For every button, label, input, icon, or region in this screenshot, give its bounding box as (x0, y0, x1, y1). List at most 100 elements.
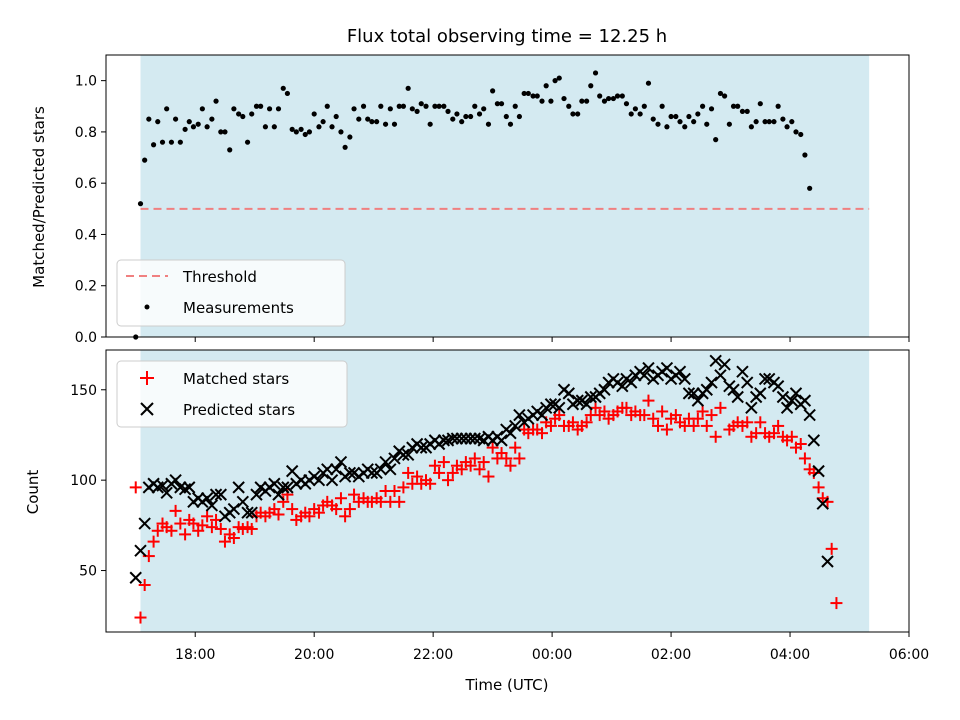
matched-star-point (393, 495, 406, 508)
measurement-point (735, 103, 741, 109)
measurement-point (739, 108, 746, 114)
measurement-point (186, 119, 192, 125)
predicted-star-point (325, 473, 339, 487)
matched-star-point (647, 412, 660, 425)
measurement-point (726, 121, 732, 127)
matched-star-point (129, 481, 142, 494)
y-axis-ticks: 50 100 150 (70, 383, 106, 580)
predicted-star-point (731, 390, 744, 404)
measurement-point (516, 113, 522, 120)
matched-stars-points (129, 394, 843, 624)
predicted-star-point (329, 463, 343, 476)
measurement-point (155, 119, 161, 125)
matched-star-point (437, 456, 450, 469)
y-tick-label: 150 (70, 383, 97, 399)
measurement-point (311, 111, 317, 117)
measurement-point (623, 101, 630, 107)
measurement-point (490, 88, 496, 94)
measurement-point (748, 124, 754, 130)
plot-frame (105, 54, 910, 338)
predicted-star-point (200, 492, 214, 505)
y-axis-label: Matched/Predicted stars (30, 106, 48, 288)
predicted-star-point (160, 486, 173, 500)
matched-star-point (468, 452, 481, 465)
predicted-star-point (807, 434, 821, 447)
matched-star-point (312, 506, 325, 519)
matched-star-point (477, 456, 490, 469)
matched-star-point (566, 416, 579, 429)
measurement-point (691, 119, 697, 125)
measurement-point (570, 111, 576, 117)
measurement-point (757, 101, 763, 107)
predicted-star-point (544, 398, 558, 411)
measurement-point (468, 113, 474, 120)
legend-predicted-label: Predicted stars (183, 401, 295, 419)
measurement-point (673, 113, 679, 120)
matched-star-point (428, 459, 441, 472)
y-tick-label: 100 (70, 473, 97, 489)
predicted-star-point (183, 481, 196, 494)
measurement-point (481, 106, 487, 112)
measurement-point (753, 119, 759, 125)
predicted-star-point (245, 506, 258, 519)
predicted-stars-points (129, 354, 834, 584)
x-axis-label: Time (UTC) (465, 676, 549, 694)
measurement-point (213, 98, 219, 104)
measurement-point (142, 157, 148, 163)
measurement-point (374, 119, 380, 125)
predicted-star-point (803, 408, 816, 422)
measurement-point (463, 113, 469, 120)
measurement-point (418, 101, 424, 107)
predicted-star-point (745, 401, 758, 415)
measurement-point (664, 124, 670, 130)
predicted-star-point (754, 387, 767, 400)
measurement-point (655, 121, 661, 127)
predicted-star-point (415, 441, 428, 454)
matched-star-point (696, 405, 709, 418)
measurement-point (391, 121, 398, 127)
predicted-star-point (455, 432, 468, 445)
measurement-point (150, 142, 157, 148)
measurement-point (476, 111, 483, 117)
matched-star-point (388, 485, 401, 497)
x-axis-ticks: 18:00 20:00 22:00 00:00 02:00 04:00 06:00 (175, 632, 929, 663)
predicted-star-point (205, 499, 219, 512)
matched-star-point (754, 416, 767, 429)
measurement-point (450, 116, 456, 122)
predicted-star-point (562, 387, 575, 400)
measurement-point (360, 103, 367, 109)
measurement-point (561, 95, 567, 102)
predicted-star-point (682, 387, 696, 400)
measurement-point (324, 103, 330, 109)
predicted-star-point (741, 376, 754, 389)
measurement-point (441, 103, 447, 109)
measurement-point (459, 119, 465, 125)
measurement-point (677, 119, 683, 125)
predicted-star-point (379, 455, 392, 469)
matched-star-point (348, 488, 361, 501)
measurement-point (686, 113, 692, 120)
measurement-point (262, 124, 269, 130)
measurement-point (717, 90, 724, 97)
matched-star-point (535, 427, 548, 440)
y-tick-label: 0.6 (75, 176, 97, 192)
measurement-point (316, 124, 322, 130)
predicted-star-point (798, 394, 812, 407)
measurement-point (798, 131, 804, 138)
matched-star-point (187, 517, 200, 530)
predicted-star-point (334, 455, 348, 469)
predicted-star-point (388, 452, 401, 465)
matched-star-point (402, 466, 415, 479)
measurement-point (485, 121, 492, 127)
measurement-point (432, 103, 438, 109)
legend-matched-label: Matched stars (183, 370, 289, 388)
matched-star-point (196, 519, 209, 532)
matched-star-point (598, 405, 611, 418)
matched-star-point (767, 427, 780, 440)
measurement-point (498, 101, 505, 107)
measurement-point (628, 111, 634, 117)
y-tick-label: 0.4 (75, 227, 97, 243)
matched-star-point (741, 416, 754, 429)
matched-star-point (620, 401, 633, 414)
measurement-point (534, 93, 540, 99)
